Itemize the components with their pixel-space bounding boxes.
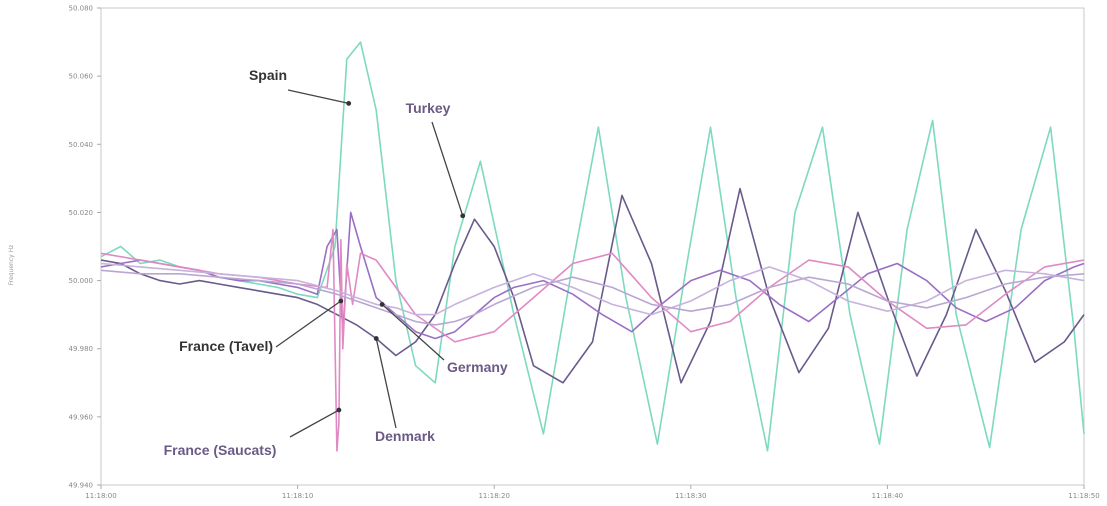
annotation-label-spain: Spain	[249, 67, 287, 83]
series-layer	[100, 41, 1085, 452]
annotation-arrowhead-spain	[346, 101, 352, 106]
annotation-arrow-denmark	[375, 338, 397, 429]
x-tick-label: 11:18:30	[675, 492, 706, 500]
annotation-arrowhead-france-tavel	[338, 298, 344, 304]
x-tick-label: 11:18:10	[282, 492, 313, 500]
annotation-arrow-spain	[287, 89, 349, 105]
annotation-arrowhead-turkey	[460, 213, 466, 219]
y-tick-label: 50.020	[69, 209, 94, 217]
x-tick-label: 11:18:00	[85, 492, 116, 500]
annotation-label-denmark: Denmark	[375, 428, 435, 444]
x-tick-label: 11:18:50	[1068, 492, 1099, 500]
annotation-label-france-saucats: France (Saucats)	[164, 442, 277, 458]
x-axis: 11:18:00 11:18:10 11:18:20 11:18:30 11:18:40…	[85, 485, 1100, 500]
y-tick-label: 50.000	[69, 277, 94, 285]
annotation-arrowhead-denmark	[373, 336, 379, 341]
series-line-denmark	[100, 269, 1085, 326]
annotation-arrow-germany	[381, 303, 445, 361]
annotation-arrow-france-tavel	[275, 300, 342, 348]
y-tick-label: 49.940	[69, 482, 94, 490]
y-tick-label: 50.040	[69, 141, 94, 149]
y-tick-label: 50.080	[69, 5, 94, 13]
y-axis-label: Frequency Hz	[8, 245, 15, 286]
annotation-layer: Spain Turkey France (Tavel) Germany Denmark F…	[164, 67, 508, 458]
x-tick-label: 11:18:20	[478, 492, 509, 500]
y-axis: 49.940 49.960 49.980 50.000 50.020 50.040 50.0…	[69, 5, 101, 490]
plot-frame	[100, 7, 1085, 486]
x-tick-label: 11:18:40	[872, 492, 903, 500]
y-tick-label: 50.060	[69, 73, 94, 81]
annotation-label-turkey: Turkey	[406, 100, 451, 116]
y-tick-label: 49.980	[69, 345, 94, 353]
annotation-label-france-tavel: France (Tavel)	[179, 338, 273, 354]
annotation-arrowhead-france-saucats	[336, 407, 342, 413]
series-line-germany	[100, 262, 1085, 316]
annotation-arrow-turkey	[431, 121, 464, 217]
y-tick-label: 49.960	[69, 413, 94, 421]
annotation-arrow-france-saucats	[289, 409, 340, 438]
annotation-label-germany: Germany	[447, 359, 508, 375]
series-line-france-saucats	[100, 228, 1085, 452]
annotation-arrowhead-germany	[379, 302, 385, 307]
